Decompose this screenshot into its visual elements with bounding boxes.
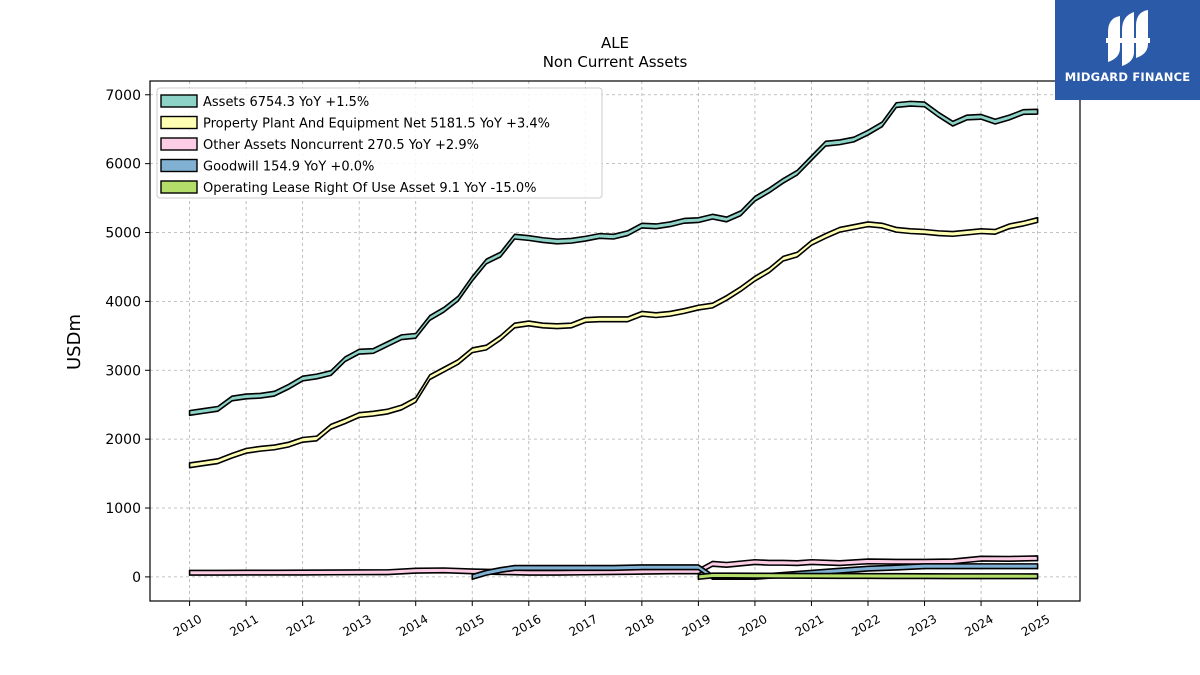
legend-swatch (160, 94, 198, 108)
x-tick-label: 2023 (906, 612, 939, 639)
legend-swatch (160, 137, 198, 151)
midgard-logo-icon (1106, 10, 1150, 66)
x-tick-label: 2016 (510, 612, 543, 639)
x-tick-label: 2015 (454, 612, 487, 639)
series-layer (188, 100, 1039, 581)
x-tick-label: 2018 (623, 612, 656, 639)
x-tick-label: 2022 (849, 612, 882, 639)
legend-swatch (160, 158, 198, 173)
chart-subtitle: Non Current Assets (543, 53, 688, 71)
brand-name: MIDGARD FINANCE (1064, 70, 1191, 84)
x-tick-label: 2021 (793, 612, 826, 639)
legend-label: Other Assets Noncurrent 270.5 YoY +2.9% (203, 138, 479, 153)
x-tick-label: 2011 (227, 612, 260, 639)
y-tick-label: 7000 (105, 88, 141, 104)
x-tick-label: 2020 (736, 612, 769, 639)
x-tick-label: 2024 (962, 612, 995, 639)
legend-swatch (160, 180, 198, 194)
series-band-0 (188, 100, 1039, 417)
legend-label: Assets 6754.3 YoY +1.5% (203, 95, 369, 110)
x-tick-label: 2014 (397, 612, 430, 639)
legend-label: Goodwill 154.9 YoY +0.0% (203, 160, 374, 175)
y-tick-label: 1000 (105, 501, 141, 517)
y-tick-label: 6000 (105, 157, 141, 173)
y-tick-label: 4000 (105, 294, 141, 310)
chart-title: ALE (601, 34, 629, 52)
x-tick-label: 2017 (567, 612, 600, 639)
y-tick-label: 5000 (105, 226, 141, 242)
series-band-1 (188, 216, 1039, 469)
series-band-3 (471, 563, 1039, 581)
legend-box (156, 87, 603, 199)
x-tick-label: 2012 (284, 612, 317, 639)
x-tick-label: 2013 (340, 612, 373, 639)
x-tick-label: 2010 (171, 612, 204, 639)
legend: Assets 6754.3 YoY +1.5% Property Plant An… (156, 87, 603, 199)
y-axis-label: USDm (64, 314, 85, 370)
y-tick-label: 0 (132, 570, 141, 586)
legend-label: Property Plant And Equipment Net 5181.5 … (203, 117, 550, 132)
y-tick-label: 2000 (105, 432, 141, 448)
x-tick-label: 2025 (1019, 612, 1052, 639)
legend-swatch (160, 115, 198, 130)
series-band-4 (697, 572, 1039, 581)
x-tick-label: 2019 (680, 612, 713, 639)
y-tick-label: 3000 (105, 363, 141, 379)
plot-frame (149, 80, 1081, 602)
legend-label: Operating Lease Right Of Use Asset 9.1 Y… (203, 181, 536, 196)
brand-logo: MIDGARD FINANCE (1055, 0, 1200, 100)
